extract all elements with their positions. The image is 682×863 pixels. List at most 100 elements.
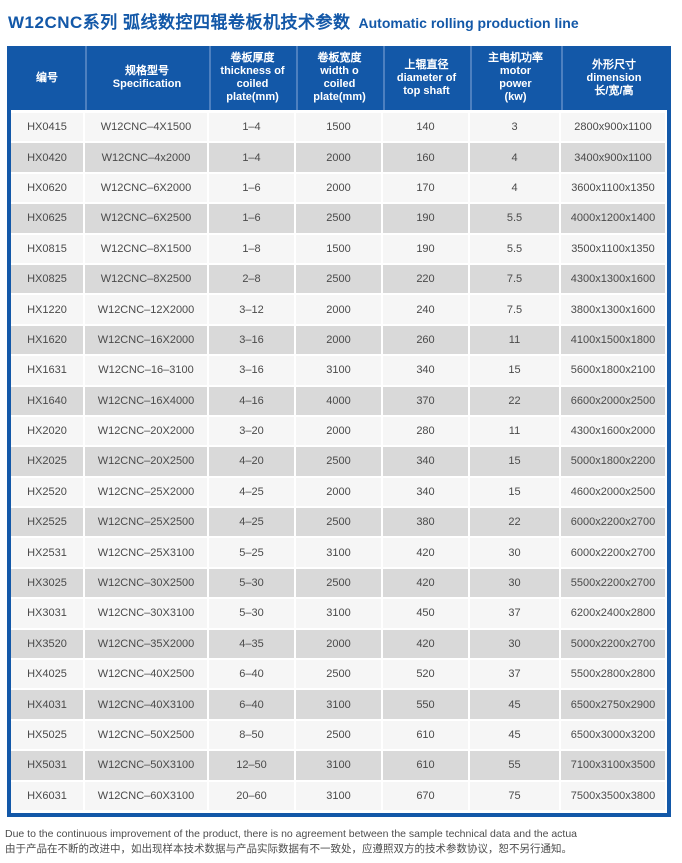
cell-power: 45 bbox=[470, 720, 559, 750]
cell-power: 3 bbox=[470, 113, 559, 142]
cell-code: HX2531 bbox=[11, 538, 83, 567]
cell-spec: W12CNC–60X3100 bbox=[85, 781, 207, 810]
column-header-spec: 规格型号 Specification bbox=[85, 46, 207, 110]
cell-code: HX1631 bbox=[11, 356, 83, 385]
cell-spec: W12CNC–35X2000 bbox=[85, 629, 207, 659]
cell-power: 55 bbox=[470, 751, 559, 780]
cell-thickness: 5–25 bbox=[209, 538, 294, 567]
cell-power: 37 bbox=[470, 660, 559, 689]
cell-spec: W12CNC–20X2000 bbox=[85, 416, 207, 446]
cell-code: HX0620 bbox=[11, 173, 83, 203]
cell-diameter: 380 bbox=[383, 508, 468, 537]
cell-power: 30 bbox=[470, 538, 559, 567]
cell-diameter: 340 bbox=[383, 356, 468, 385]
cell-dimension: 6600x2000x2500 bbox=[561, 386, 665, 415]
cell-diameter: 550 bbox=[383, 690, 468, 719]
column-header-code: 编号 bbox=[36, 71, 58, 84]
cell-dimension: 6000x2200x2700 bbox=[561, 508, 665, 537]
page-title: W12CNC系列 弧线数控四辊卷板机技术参数 Automatic rolling … bbox=[8, 8, 682, 33]
table-body: HX0415 W12CNC–4X1500 1–4 1500 140 3 2800… bbox=[11, 110, 667, 813]
cell-spec: W12CNC–16X4000 bbox=[85, 386, 207, 415]
cell-width: 3100 bbox=[296, 781, 381, 810]
cell-spec: W12CNC–40X3100 bbox=[85, 690, 207, 719]
cell-width: 3100 bbox=[296, 690, 381, 719]
cell-diameter: 260 bbox=[383, 325, 468, 355]
cell-diameter: 420 bbox=[383, 629, 468, 659]
cell-dimension: 6200x2400x2800 bbox=[561, 599, 665, 628]
cell-thickness: 4–16 bbox=[209, 386, 294, 415]
cell-spec: W12CNC–25X2500 bbox=[85, 508, 207, 537]
cell-thickness: 1–8 bbox=[209, 234, 294, 263]
cell-spec: W12CNC–40X2500 bbox=[85, 660, 207, 689]
column-header-diameter: 上辊直径 diameter of top shaft bbox=[383, 46, 468, 110]
cell-thickness: 1–6 bbox=[209, 204, 294, 233]
title-chinese: W12CNC系列 弧线数控四辊卷板机技术参数 bbox=[8, 13, 351, 32]
cell-width: 2500 bbox=[296, 447, 381, 476]
cell-diameter: 450 bbox=[383, 599, 468, 628]
cell-power: 4 bbox=[470, 173, 559, 203]
cell-code: HX2020 bbox=[11, 416, 83, 446]
cell-thickness: 4–25 bbox=[209, 477, 294, 507]
cell-diameter: 140 bbox=[383, 113, 468, 142]
column-header-width: 卷板宽度 width o coiled plate(mm) bbox=[296, 46, 381, 110]
cell-code: HX2520 bbox=[11, 477, 83, 507]
column-header-thickness: 卷板厚度 thickness of coiled plate(mm) bbox=[209, 46, 294, 110]
cell-width: 2500 bbox=[296, 720, 381, 750]
title-english: Automatic rolling production line bbox=[358, 15, 579, 31]
cell-dimension: 6000x2200x2700 bbox=[561, 538, 665, 567]
cell-diameter: 420 bbox=[383, 568, 468, 598]
cell-width: 2000 bbox=[296, 173, 381, 203]
cell-power: 7.5 bbox=[470, 264, 559, 294]
cell-power: 11 bbox=[470, 416, 559, 446]
cell-diameter: 190 bbox=[383, 234, 468, 263]
cell-code: HX5031 bbox=[11, 751, 83, 780]
cell-power: 15 bbox=[470, 356, 559, 385]
spec-table: 编号 规格型号 Specification 卷板厚度 thickness of … bbox=[7, 46, 671, 817]
cell-thickness: 12–50 bbox=[209, 751, 294, 780]
cell-power: 37 bbox=[470, 599, 559, 628]
cell-thickness: 4–25 bbox=[209, 508, 294, 537]
cell-code: HX2025 bbox=[11, 447, 83, 476]
cell-diameter: 520 bbox=[383, 660, 468, 689]
cell-diameter: 610 bbox=[383, 720, 468, 750]
cell-width: 3100 bbox=[296, 538, 381, 567]
cell-thickness: 3–12 bbox=[209, 295, 294, 324]
cell-width: 3100 bbox=[296, 356, 381, 385]
catalog-page: W12CNC系列 弧线数控四辊卷板机技术参数 Automatic rolling … bbox=[0, 8, 682, 863]
cell-spec: W12CNC–8X2500 bbox=[85, 264, 207, 294]
cell-code: HX3031 bbox=[11, 599, 83, 628]
cell-dimension: 4300x1600x2000 bbox=[561, 416, 665, 446]
cell-power: 30 bbox=[470, 629, 559, 659]
cell-dimension: 4600x2000x2500 bbox=[561, 477, 665, 507]
cell-width: 1500 bbox=[296, 113, 381, 142]
cell-diameter: 610 bbox=[383, 751, 468, 780]
cell-dimension: 4000x1200x1400 bbox=[561, 204, 665, 233]
cell-dimension: 3600x1100x1350 bbox=[561, 173, 665, 203]
cell-spec: W12CNC–20X2500 bbox=[85, 447, 207, 476]
cell-power: 11 bbox=[470, 325, 559, 355]
cell-spec: W12CNC–50X3100 bbox=[85, 751, 207, 780]
cell-spec: W12CNC–6X2000 bbox=[85, 173, 207, 203]
cell-power: 15 bbox=[470, 477, 559, 507]
cell-power: 5.5 bbox=[470, 234, 559, 263]
cell-width: 1500 bbox=[296, 234, 381, 263]
column-header-power: 主电机功率 motor power (kw) bbox=[470, 46, 559, 110]
cell-width: 2000 bbox=[296, 295, 381, 324]
cell-width: 2000 bbox=[296, 416, 381, 446]
cell-diameter: 420 bbox=[383, 538, 468, 567]
cell-dimension: 3800x1300x1600 bbox=[561, 295, 665, 324]
table-header-row: 编号 规格型号 Specification 卷板厚度 thickness of … bbox=[11, 46, 667, 110]
cell-power: 7.5 bbox=[470, 295, 559, 324]
cell-width: 2500 bbox=[296, 264, 381, 294]
cell-width: 2000 bbox=[296, 143, 381, 172]
cell-thickness: 4–20 bbox=[209, 447, 294, 476]
cell-thickness: 2–8 bbox=[209, 264, 294, 294]
cell-width: 2500 bbox=[296, 204, 381, 233]
cell-code: HX0415 bbox=[11, 113, 83, 142]
cell-thickness: 1–4 bbox=[209, 143, 294, 172]
cell-code: HX3025 bbox=[11, 568, 83, 598]
cell-code: HX4025 bbox=[11, 660, 83, 689]
cell-dimension: 5500x2800x2800 bbox=[561, 660, 665, 689]
cell-width: 2500 bbox=[296, 508, 381, 537]
cell-code: HX1220 bbox=[11, 295, 83, 324]
